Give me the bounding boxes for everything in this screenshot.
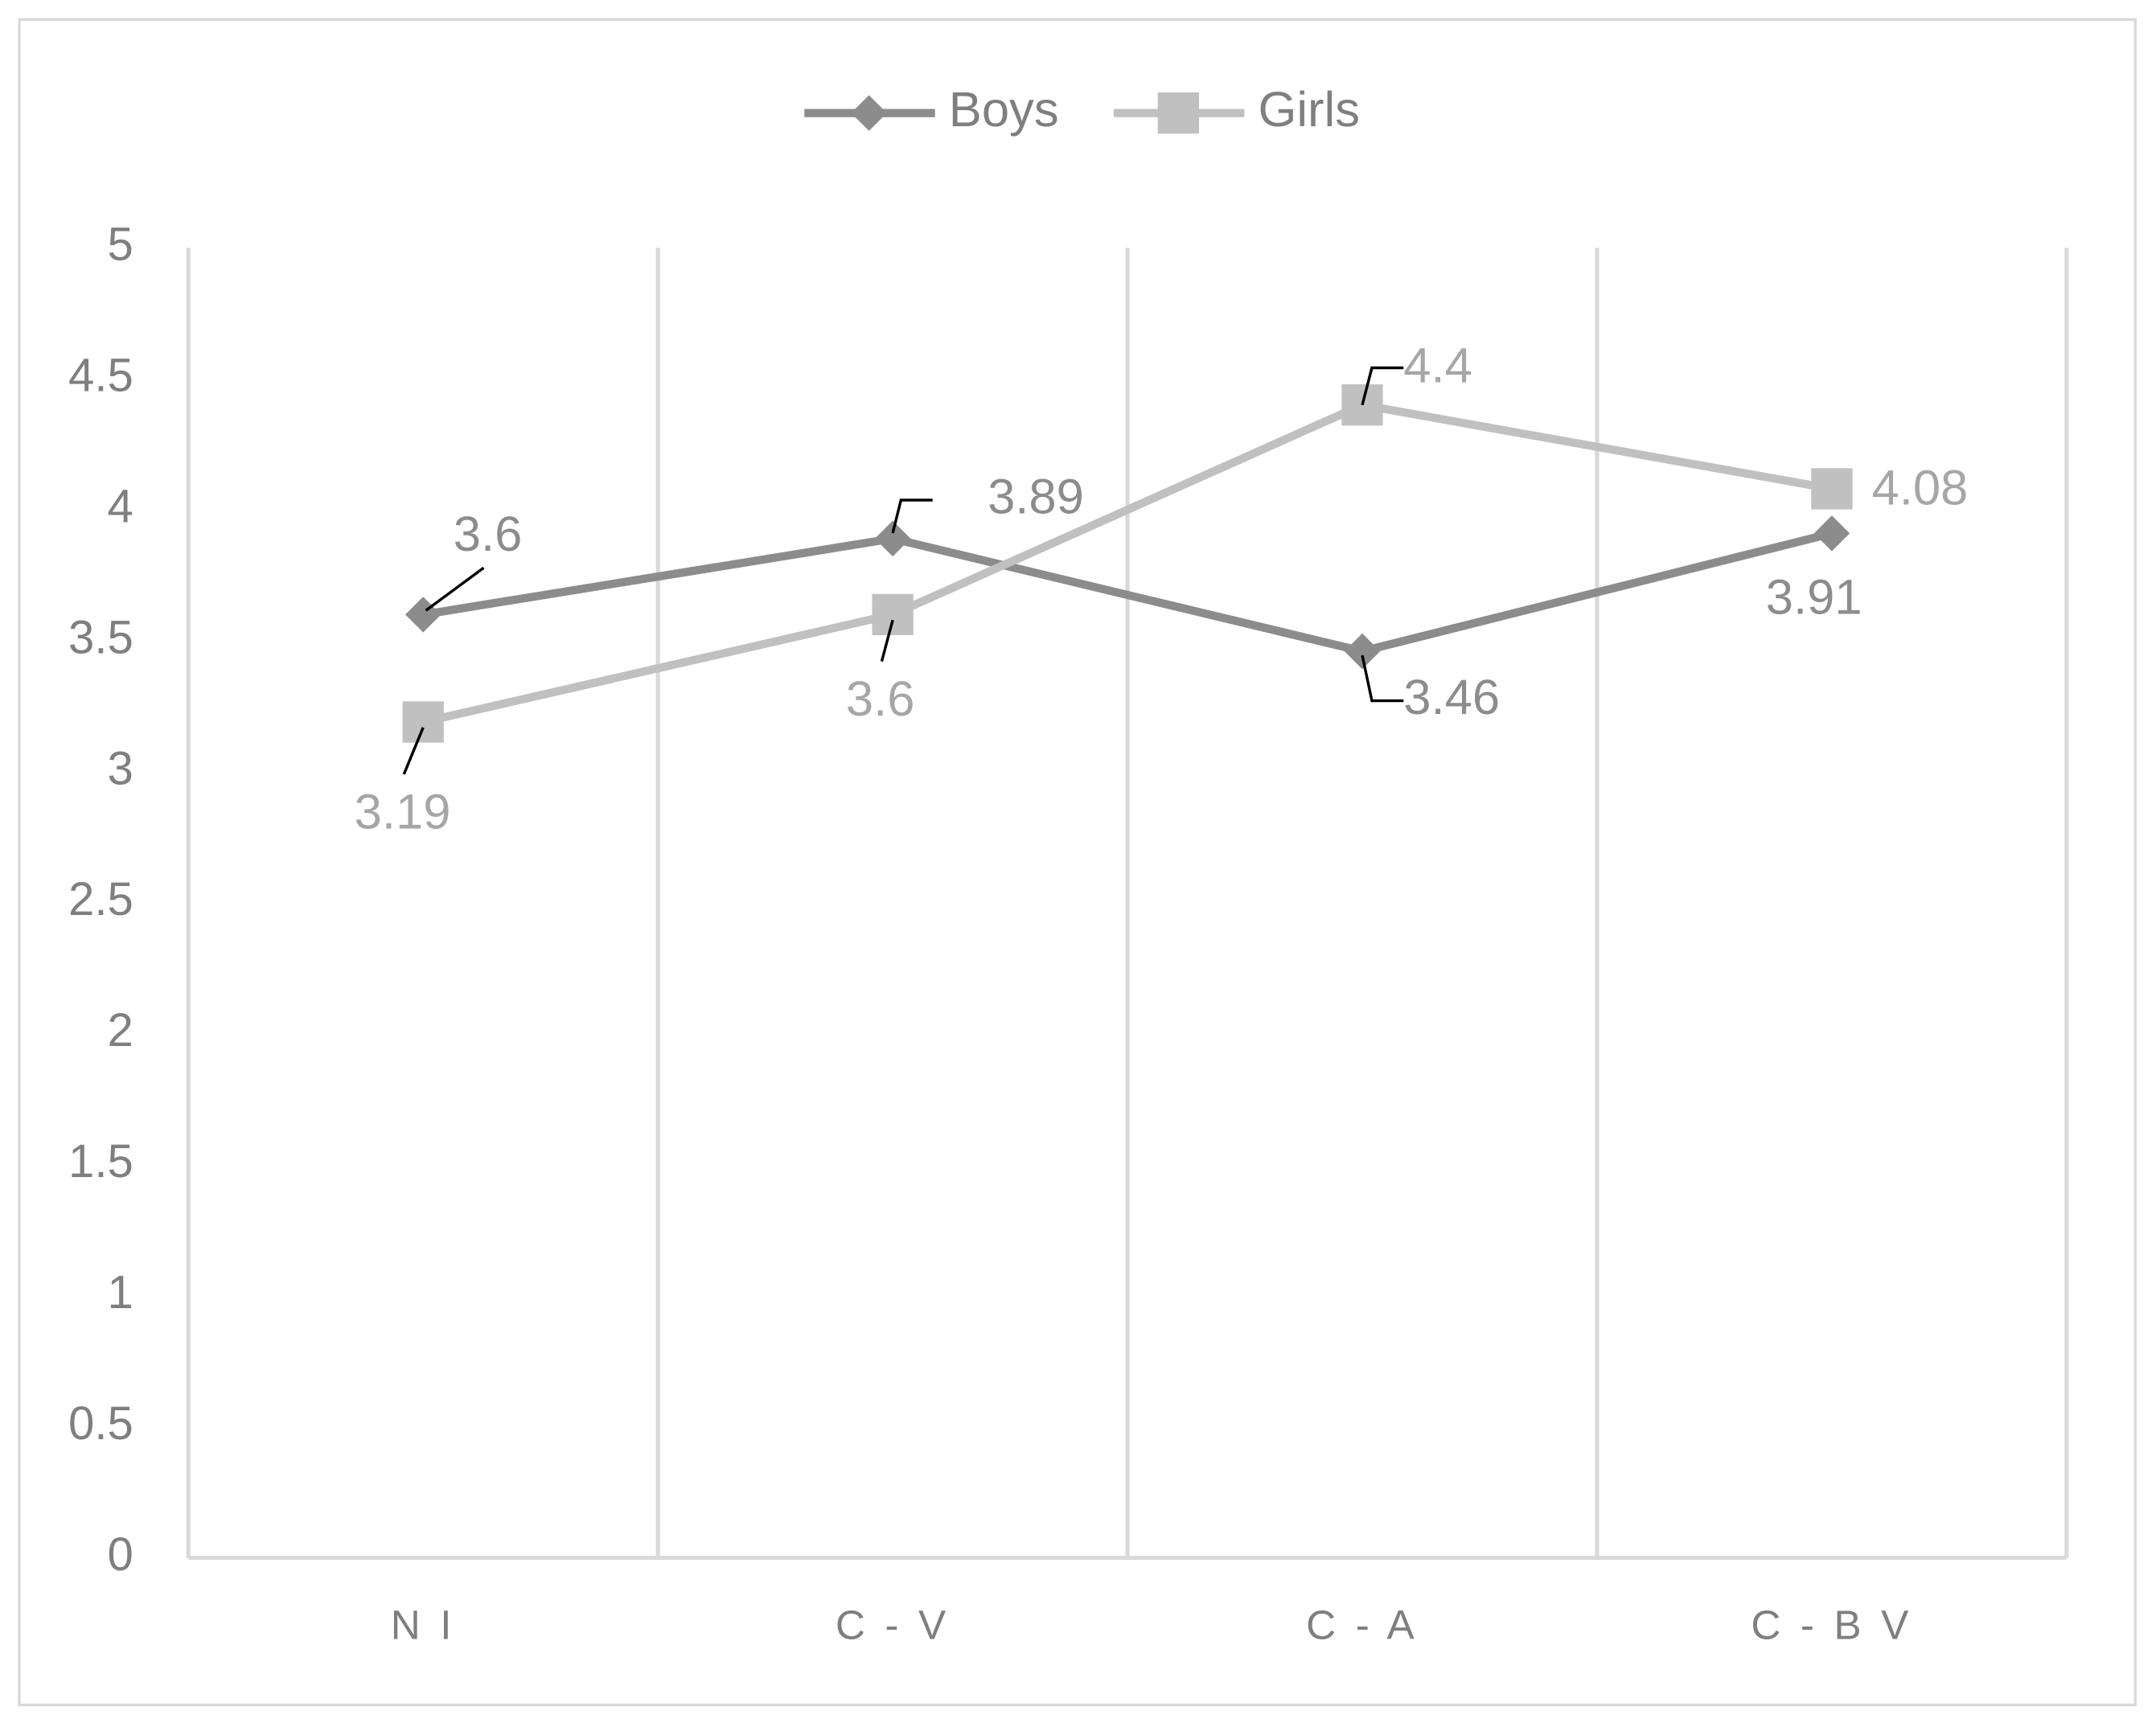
data-label: 4.4 bbox=[1403, 338, 1472, 393]
y-tick-label: 1 bbox=[108, 1266, 133, 1319]
legend-marker bbox=[1157, 92, 1199, 134]
series-line bbox=[422, 400, 1833, 726]
leader-line bbox=[891, 498, 933, 534]
y-tick-label: 1.5 bbox=[68, 1135, 133, 1188]
data-label: 3.89 bbox=[988, 469, 1084, 524]
y-tick-label: 3 bbox=[108, 742, 133, 794]
y-tick-label: 2.5 bbox=[68, 873, 133, 925]
x-tick-label: N I bbox=[391, 1602, 456, 1647]
leader-line bbox=[1361, 366, 1404, 406]
data-point bbox=[872, 593, 914, 636]
series-line bbox=[422, 529, 1834, 656]
x-tick-label: C - V bbox=[836, 1602, 950, 1647]
legend-label: Girls bbox=[1258, 82, 1360, 137]
data-label: 3.6 bbox=[846, 671, 915, 727]
chart-border bbox=[18, 18, 2138, 1707]
leader-line bbox=[880, 619, 894, 662]
data-point bbox=[402, 701, 444, 743]
legend-marker bbox=[851, 95, 887, 131]
y-tick-label: 3.5 bbox=[68, 611, 133, 663]
y-tick-label: 0 bbox=[108, 1528, 133, 1581]
y-tick-label: 0.5 bbox=[68, 1397, 133, 1450]
y-tick-label: 4 bbox=[108, 480, 133, 532]
leader-line bbox=[1361, 654, 1404, 703]
y-tick-label: 5 bbox=[108, 218, 133, 270]
data-label: 3.19 bbox=[355, 785, 451, 840]
data-label: 3.46 bbox=[1403, 670, 1500, 725]
leader-line bbox=[402, 727, 425, 775]
data-label: 3.6 bbox=[454, 507, 523, 562]
data-point bbox=[874, 520, 911, 557]
x-tick-label: C - B V bbox=[1751, 1602, 1912, 1647]
data-label: 3.91 bbox=[1766, 569, 1862, 625]
y-tick-label: 2 bbox=[108, 1004, 133, 1056]
legend-label: Boys bbox=[949, 82, 1059, 137]
data-label: 4.08 bbox=[1871, 461, 1968, 516]
leader-line bbox=[425, 566, 485, 612]
data-point bbox=[1811, 468, 1853, 510]
y-tick-label: 4.5 bbox=[68, 349, 133, 401]
x-tick-label: C - A bbox=[1306, 1602, 1419, 1647]
